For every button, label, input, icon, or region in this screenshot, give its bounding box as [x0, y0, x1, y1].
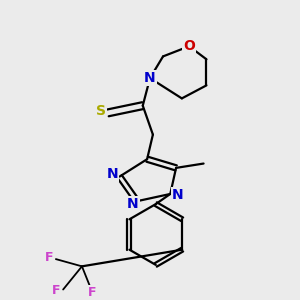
Text: N: N — [106, 167, 118, 181]
Text: F: F — [88, 286, 96, 299]
Text: N: N — [127, 197, 138, 211]
Text: F: F — [52, 284, 60, 298]
Text: N: N — [172, 188, 183, 203]
Text: F: F — [44, 251, 53, 264]
Text: O: O — [183, 39, 195, 53]
Text: N: N — [144, 71, 156, 85]
Text: S: S — [96, 104, 106, 118]
